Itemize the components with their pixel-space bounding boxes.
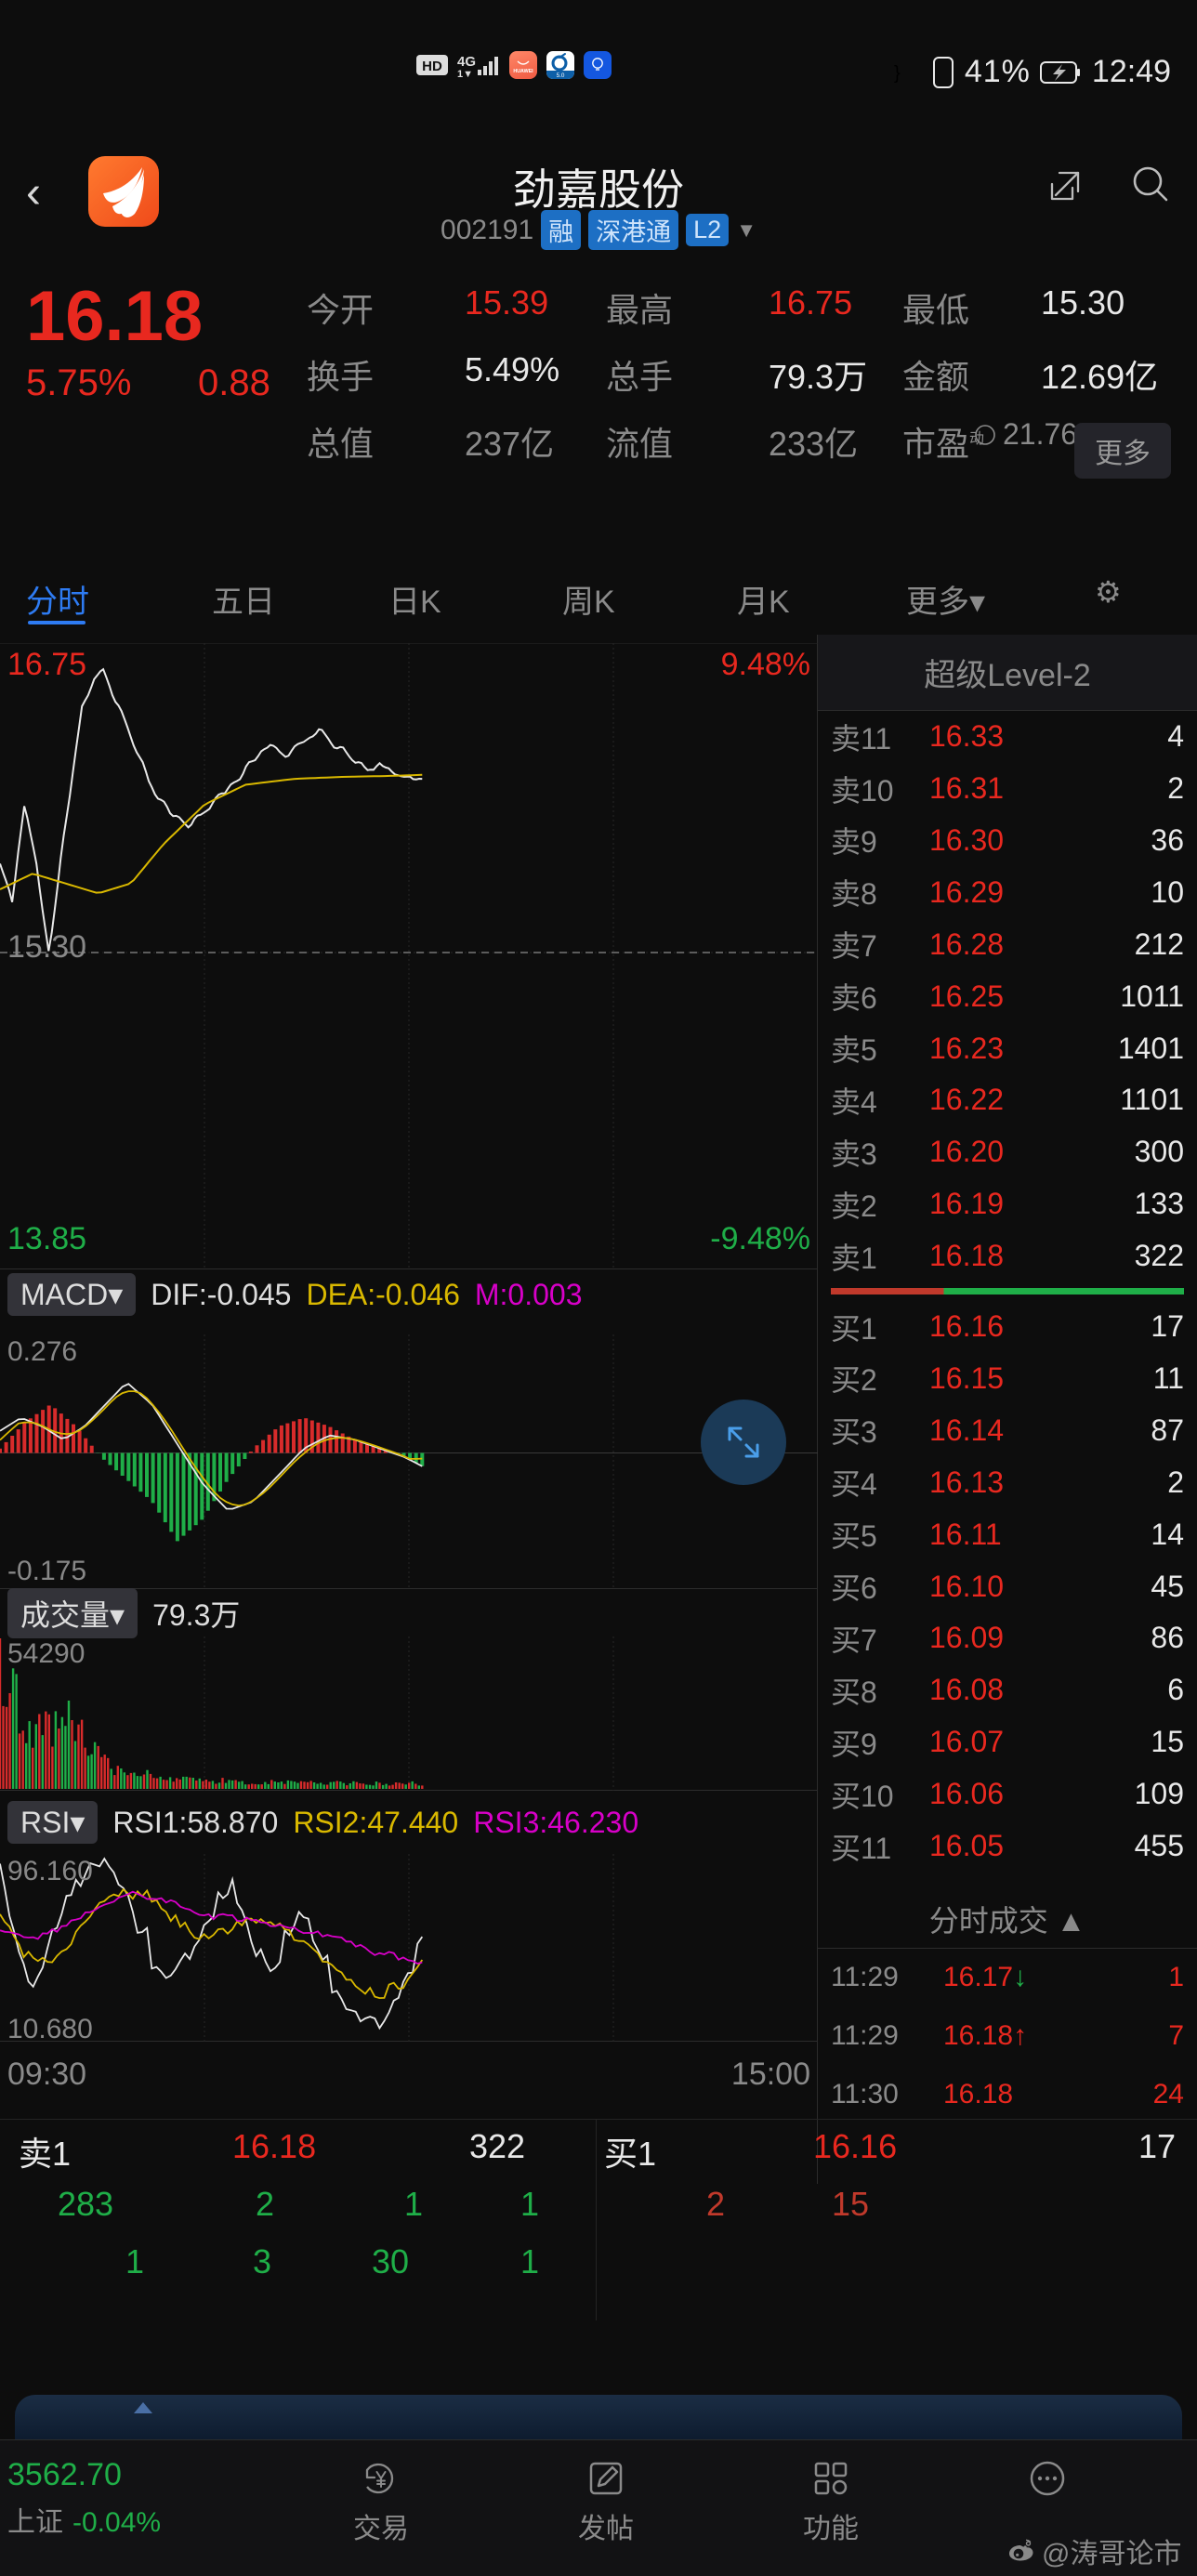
svg-text:}: }	[894, 63, 901, 84]
svg-text:HUAWEI: HUAWEI	[513, 69, 533, 74]
svg-text:1▼: 1▼	[457, 69, 473, 77]
svg-text:5.0: 5.0	[557, 72, 565, 79]
svg-text:4G: 4G	[457, 54, 476, 70]
svg-text:HD: HD	[422, 59, 442, 74]
